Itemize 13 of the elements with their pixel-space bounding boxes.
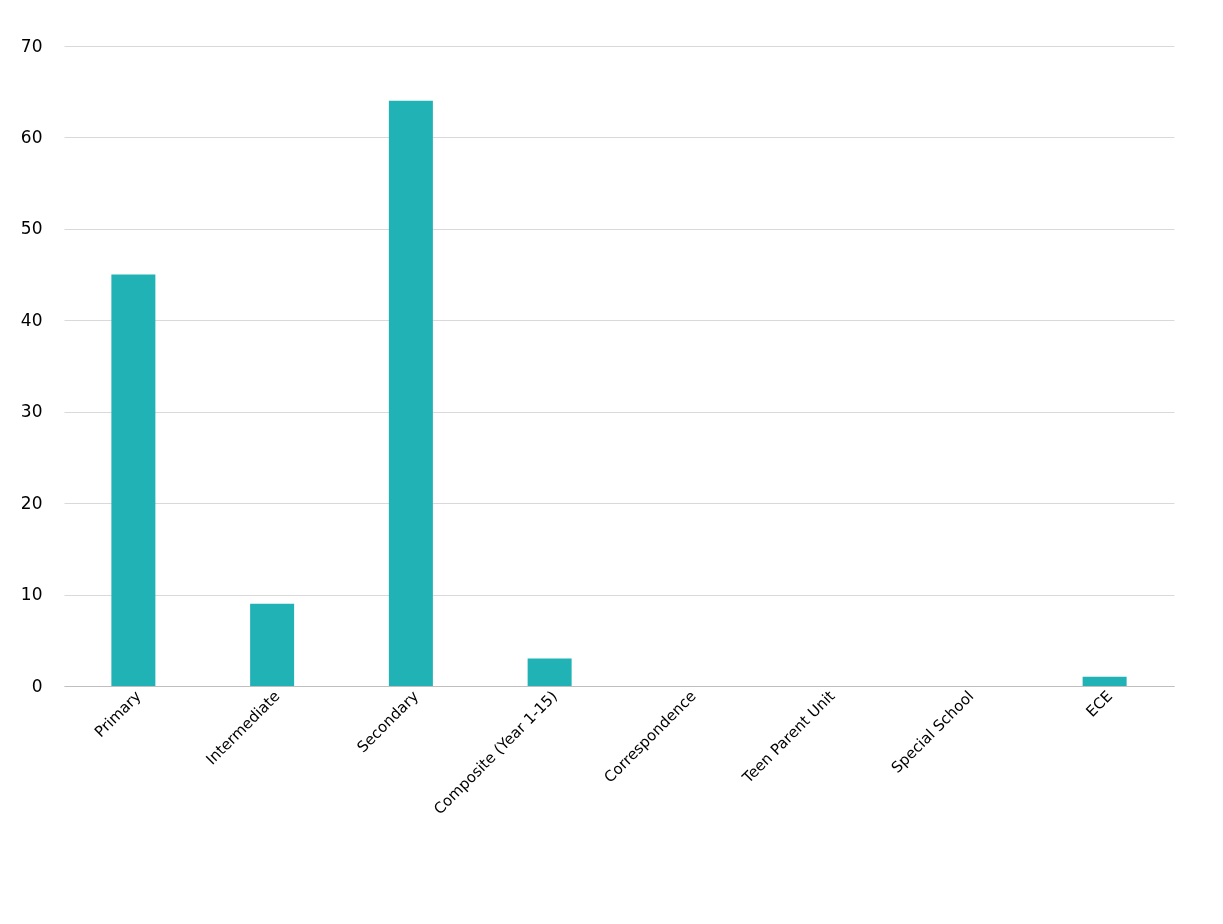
y-tick-label: 70	[20, 35, 43, 56]
y-tick-label: 30	[20, 401, 43, 422]
bar	[1082, 676, 1127, 686]
y-tick-label: 50	[20, 218, 43, 239]
bar	[111, 274, 156, 686]
y-tick-label: 60	[20, 126, 43, 147]
y-tick-label: 0	[31, 675, 43, 696]
y-tick-label: 10	[20, 584, 43, 605]
y-tick-label: 20	[20, 492, 43, 513]
y-tick-label: 40	[20, 309, 43, 330]
bar	[388, 100, 433, 686]
bar	[250, 603, 295, 686]
bar	[527, 658, 572, 686]
